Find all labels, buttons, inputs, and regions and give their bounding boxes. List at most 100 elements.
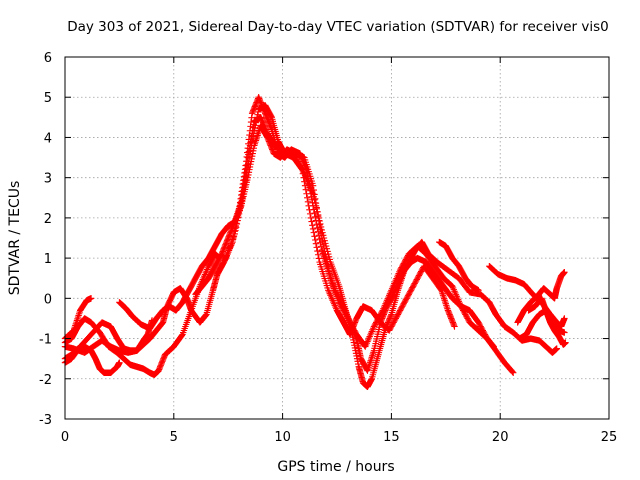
data-point [311, 233, 318, 240]
data-point [245, 160, 252, 167]
data-point [323, 258, 331, 265]
grid-lines [65, 57, 609, 419]
y-tick-label: 5 [44, 91, 52, 106]
data-series [61, 94, 569, 391]
data-point [309, 190, 317, 197]
data-point [243, 168, 251, 176]
data-point [244, 164, 251, 171]
axis-ticks: 0 5 10 15 20 25 -3 -2 -1 0 1 2 3 4 5 6 [39, 51, 617, 445]
data-point [236, 207, 244, 214]
data-point [561, 315, 568, 322]
series-track-8 [214, 102, 458, 338]
data-point [510, 369, 517, 376]
series-track-9 [436, 238, 482, 294]
data-point [378, 308, 386, 315]
data-point [246, 155, 253, 163]
data-point [239, 193, 246, 201]
data-point [325, 264, 332, 272]
data-point [475, 287, 482, 294]
data-point [235, 214, 242, 221]
x-tick-label: 0 [61, 430, 69, 445]
data-point [314, 251, 322, 258]
data-point [303, 190, 310, 197]
data-point [116, 359, 123, 366]
data-point [233, 220, 241, 228]
data-point [322, 254, 330, 262]
data-point [312, 195, 319, 202]
data-point [232, 227, 239, 234]
plot-frame [64, 56, 610, 420]
data-point [316, 221, 323, 229]
y-tick-label: 4 [44, 131, 52, 146]
data-point [312, 240, 320, 247]
x-tick-label: 15 [383, 430, 400, 445]
data-point [237, 203, 244, 211]
data-point [302, 186, 310, 193]
data-point [317, 230, 325, 237]
data-point [311, 196, 318, 203]
data-point [242, 177, 249, 184]
data-point [322, 251, 329, 258]
data-point [298, 166, 306, 173]
x-tick-label: 5 [170, 430, 178, 445]
data-point [241, 181, 249, 189]
data-point [301, 178, 308, 185]
data-point [562, 339, 569, 346]
data-point [318, 234, 325, 242]
data-point [311, 209, 318, 217]
data-point [240, 186, 248, 193]
data-point [553, 345, 560, 352]
y-tick-label: 3 [44, 172, 52, 187]
data-point [312, 236, 319, 244]
data-point [312, 199, 320, 207]
data-point [315, 217, 323, 224]
data-point [309, 182, 317, 189]
data-point [178, 332, 185, 339]
data-point [301, 182, 309, 189]
series-track-11 [514, 268, 568, 326]
data-point [319, 238, 326, 245]
data-point [238, 200, 245, 208]
data-point [304, 198, 312, 205]
data-point [231, 230, 238, 238]
data-point [320, 241, 327, 248]
y-tick-label: 1 [44, 252, 52, 267]
x-tick-label: 20 [492, 430, 509, 445]
series-track-6 [116, 114, 517, 391]
data-point [324, 261, 331, 269]
y-tick-label: 0 [44, 292, 52, 307]
data-point [561, 329, 568, 336]
data-point [310, 186, 317, 194]
data-point [321, 248, 328, 255]
data-point [246, 151, 254, 158]
x-axis-label: GPS time / hours [277, 459, 394, 475]
x-tick-label: 25 [601, 430, 618, 445]
y-tick-label: -1 [39, 333, 52, 348]
data-point [306, 206, 313, 214]
data-point [304, 194, 311, 201]
data-point [314, 208, 321, 216]
y-tick-label: -3 [39, 413, 52, 428]
data-point [247, 146, 254, 154]
data-point [313, 244, 320, 251]
data-point [309, 225, 317, 233]
data-point [325, 268, 333, 275]
series-track-13 [516, 307, 568, 342]
data-point [240, 190, 247, 197]
data-point [87, 295, 95, 302]
data-point [310, 229, 317, 236]
data-point [314, 213, 322, 220]
data-point [314, 247, 321, 255]
data-point [509, 368, 516, 376]
data-point [490, 343, 497, 350]
data-point [299, 170, 307, 177]
data-point [451, 323, 458, 330]
data-point [234, 217, 241, 224]
data-point [317, 220, 324, 228]
data-point [313, 204, 320, 211]
data-point [561, 268, 568, 276]
data-point [232, 224, 240, 231]
data-point [305, 202, 312, 210]
data-point [308, 218, 315, 225]
